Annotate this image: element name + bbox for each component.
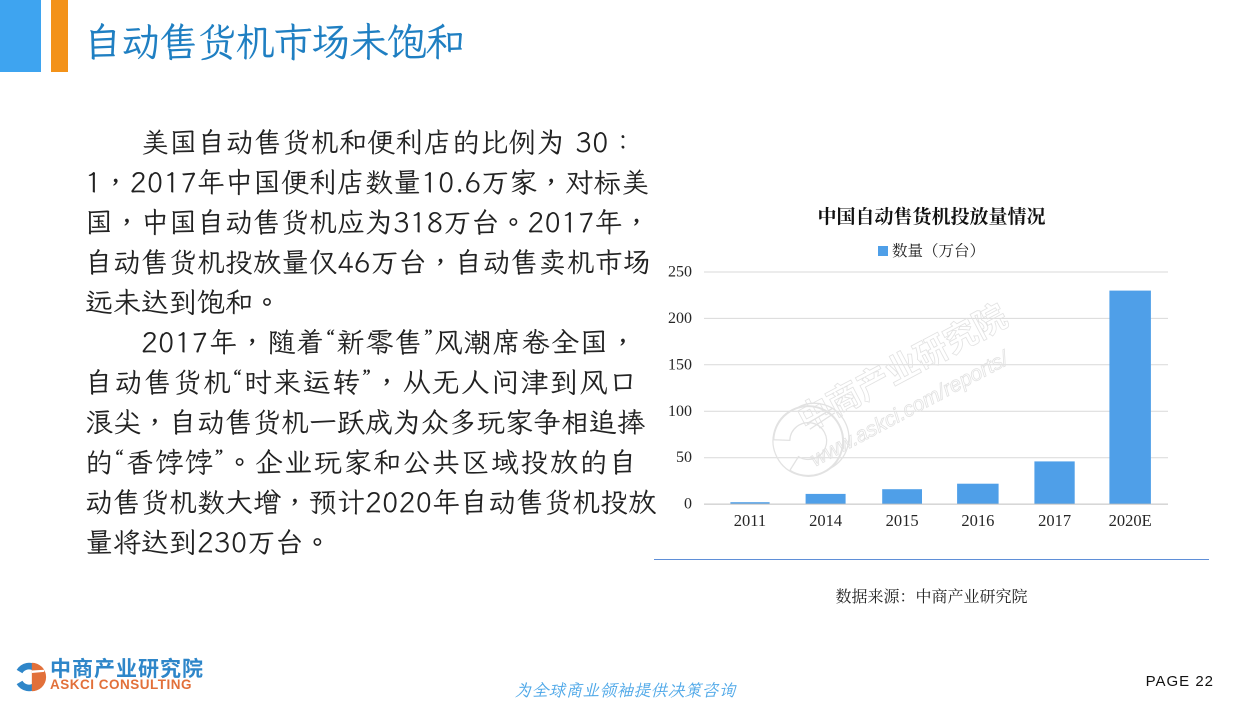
svg-text:2011: 2011 [734, 511, 766, 530]
svg-text:150: 150 [668, 356, 692, 373]
svg-text:2015: 2015 [886, 511, 919, 530]
svg-text:100: 100 [668, 402, 692, 419]
svg-text:200: 200 [668, 309, 692, 326]
svg-text:0: 0 [684, 495, 692, 512]
svg-text:250: 250 [668, 263, 692, 280]
svg-text:2020E: 2020E [1109, 511, 1152, 530]
svg-text:2016: 2016 [961, 511, 994, 530]
svg-text:2014: 2014 [809, 511, 842, 530]
svg-text:2017: 2017 [1038, 511, 1071, 530]
svg-text:50: 50 [676, 449, 692, 466]
